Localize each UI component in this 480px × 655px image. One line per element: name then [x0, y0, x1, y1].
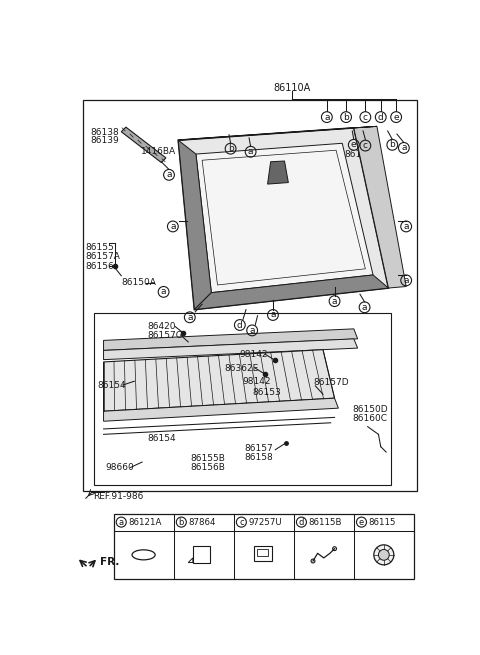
- Text: a: a: [119, 517, 124, 527]
- Text: c: c: [363, 113, 368, 122]
- Polygon shape: [104, 398, 338, 421]
- Text: 98660: 98660: [105, 463, 134, 472]
- Text: 86157C: 86157C: [147, 331, 182, 339]
- Text: a: a: [248, 147, 253, 157]
- Text: 86156: 86156: [86, 262, 115, 271]
- Polygon shape: [354, 126, 406, 288]
- Text: 98142: 98142: [240, 350, 268, 359]
- Polygon shape: [178, 128, 388, 310]
- Text: a: a: [170, 222, 176, 231]
- Text: 86115B: 86115B: [308, 517, 342, 527]
- Text: a: a: [270, 310, 276, 320]
- Text: b: b: [179, 517, 184, 527]
- Text: 98142: 98142: [242, 377, 271, 386]
- Polygon shape: [267, 161, 288, 184]
- Text: 86153: 86153: [252, 388, 281, 398]
- Polygon shape: [178, 140, 211, 310]
- Text: 86131F: 86131F: [345, 149, 378, 159]
- Text: a: a: [166, 170, 172, 179]
- Text: a: a: [250, 326, 255, 335]
- Text: c: c: [239, 517, 244, 527]
- Text: 86150A: 86150A: [121, 278, 156, 287]
- Text: a: a: [161, 288, 167, 297]
- Text: 86139: 86139: [90, 136, 119, 145]
- Text: 86157D: 86157D: [314, 378, 349, 387]
- Text: 86138: 86138: [90, 128, 119, 137]
- Polygon shape: [104, 329, 358, 350]
- Text: a: a: [401, 143, 407, 153]
- Text: REF.91-986: REF.91-986: [94, 492, 144, 501]
- Bar: [83, 100, 417, 491]
- Text: 86420: 86420: [147, 322, 176, 331]
- Text: e: e: [351, 140, 357, 149]
- Text: 86154: 86154: [147, 434, 176, 443]
- Text: b: b: [343, 113, 349, 122]
- Text: 86154: 86154: [97, 381, 126, 390]
- Text: a: a: [332, 297, 337, 306]
- Text: 86156B: 86156B: [191, 463, 226, 472]
- Polygon shape: [104, 350, 335, 411]
- Circle shape: [378, 550, 389, 560]
- Text: 86157A: 86157A: [86, 252, 120, 261]
- Text: 87864: 87864: [188, 517, 216, 527]
- Text: d: d: [378, 113, 384, 122]
- Text: 86362E: 86362E: [225, 364, 259, 373]
- Polygon shape: [194, 275, 388, 310]
- Text: b: b: [228, 144, 233, 153]
- Text: 86115: 86115: [369, 517, 396, 527]
- Text: 86158: 86158: [244, 453, 273, 462]
- Text: 1416BA: 1416BA: [141, 147, 176, 157]
- Text: b: b: [389, 140, 395, 149]
- Circle shape: [374, 545, 394, 565]
- Text: e: e: [393, 113, 399, 122]
- Text: e: e: [359, 517, 364, 527]
- Text: 86155B: 86155B: [191, 454, 226, 462]
- Text: 86155: 86155: [86, 244, 115, 252]
- Text: c: c: [363, 141, 368, 150]
- Text: 86110A: 86110A: [274, 83, 311, 93]
- Text: d: d: [299, 517, 304, 527]
- Bar: [257, 549, 267, 556]
- Polygon shape: [196, 143, 373, 293]
- Text: FR.: FR.: [100, 557, 119, 567]
- Text: d: d: [237, 320, 243, 329]
- Text: a: a: [324, 113, 330, 122]
- Text: a: a: [403, 276, 409, 285]
- Polygon shape: [178, 126, 377, 140]
- Bar: [254, 546, 272, 561]
- Text: 97257U: 97257U: [248, 517, 282, 527]
- Bar: [94, 314, 391, 485]
- Text: a: a: [362, 303, 367, 312]
- Text: 86157: 86157: [244, 443, 273, 453]
- Text: 86121A: 86121A: [128, 517, 162, 527]
- Polygon shape: [104, 339, 358, 360]
- Text: a: a: [187, 313, 192, 322]
- Text: 86160C: 86160C: [352, 415, 387, 423]
- Polygon shape: [121, 127, 166, 162]
- Text: a: a: [403, 222, 409, 231]
- Bar: [114, 514, 414, 579]
- Text: 86150D: 86150D: [352, 405, 388, 414]
